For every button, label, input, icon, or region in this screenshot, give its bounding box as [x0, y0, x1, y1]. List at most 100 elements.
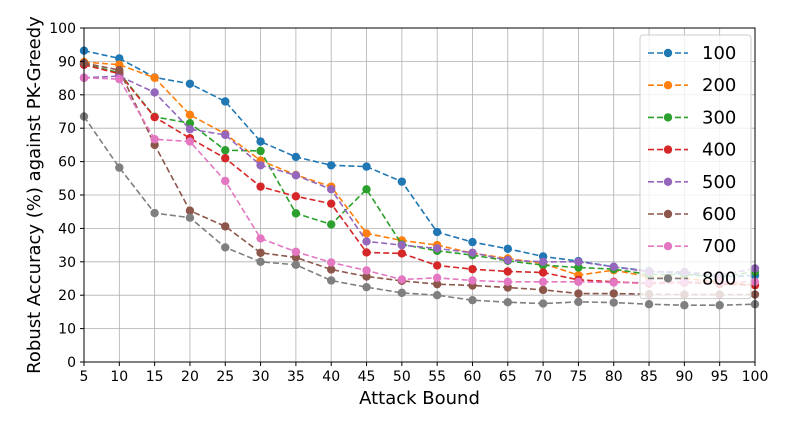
legend-item-600: 600	[648, 204, 736, 225]
data-point	[432, 261, 442, 270]
data-point	[256, 146, 265, 156]
data-point	[362, 272, 371, 281]
legend-item-700: 700	[648, 236, 736, 257]
data-point	[432, 279, 442, 289]
x-tick-label: 40	[322, 369, 340, 385]
data-point	[362, 162, 371, 171]
x-tick-label: 90	[675, 369, 693, 385]
data-point	[327, 276, 336, 285]
legend-marker	[663, 48, 673, 58]
y-tick-label: 0	[67, 355, 76, 371]
data-point	[468, 248, 477, 257]
x-tick-label: 95	[711, 369, 729, 385]
data-point	[644, 300, 654, 309]
data-point	[503, 267, 512, 276]
data-point	[185, 206, 195, 215]
x-tick-label: 85	[640, 369, 658, 385]
legend-item-100: 100	[648, 43, 736, 64]
legend-item-800: 800	[648, 268, 736, 289]
legend-marker	[663, 113, 673, 122]
data-point	[185, 213, 195, 222]
data-point	[680, 301, 689, 310]
legend-marker	[663, 81, 673, 90]
x-tick-label: 65	[499, 369, 517, 385]
data-point	[256, 182, 265, 191]
data-point	[327, 220, 336, 229]
data-point	[432, 273, 442, 283]
data-point	[256, 248, 265, 257]
y-tick-label: 40	[58, 221, 76, 237]
data-point	[221, 176, 230, 186]
legend-marker	[663, 145, 673, 154]
data-point	[574, 297, 583, 307]
legend-item-200: 200	[648, 75, 736, 96]
data-point	[362, 266, 371, 275]
y-tick-label: 80	[58, 88, 76, 104]
legend-label: 500	[702, 172, 736, 193]
data-point	[327, 265, 336, 274]
legend-label: 100	[702, 43, 736, 64]
data-point	[609, 289, 618, 298]
data-point	[362, 185, 371, 194]
data-point	[327, 199, 336, 208]
legend-item-500: 500	[648, 172, 736, 193]
data-point	[185, 79, 195, 88]
data-point	[256, 234, 265, 243]
legend-box	[639, 34, 752, 300]
data-point	[185, 118, 195, 128]
data-point	[538, 299, 548, 308]
series-lines	[79, 46, 760, 310]
data-point	[291, 247, 301, 256]
legend-label: 200	[702, 75, 736, 96]
data-point	[397, 177, 407, 186]
data-point	[185, 110, 195, 120]
y-tick-label: 20	[58, 288, 76, 304]
data-point	[150, 135, 159, 144]
legend-item-300: 300	[648, 107, 736, 128]
data-point	[185, 137, 195, 146]
data-point	[362, 248, 371, 257]
x-tick-label: 50	[393, 369, 411, 385]
x-tick-label: 100	[742, 369, 769, 385]
data-point	[150, 208, 159, 218]
x-tick-label: 35	[287, 369, 305, 385]
data-point	[291, 171, 301, 180]
x-tick-label: 55	[428, 369, 446, 385]
x-tick-label: 10	[110, 369, 128, 385]
y-tick-label: 50	[58, 188, 76, 204]
x-tick-label: 20	[181, 369, 199, 385]
data-point	[574, 277, 583, 287]
legend-label: 400	[702, 140, 736, 161]
data-point	[503, 298, 512, 307]
y-tick-label: 100	[49, 21, 76, 37]
data-point	[362, 282, 371, 292]
data-point	[115, 163, 124, 172]
data-point	[115, 54, 124, 63]
data-point	[291, 192, 301, 201]
legend-label: 600	[702, 204, 736, 225]
data-point	[291, 260, 301, 270]
data-point	[221, 97, 230, 106]
data-point	[256, 137, 265, 146]
data-point	[256, 257, 265, 266]
data-point	[115, 65, 124, 75]
data-point	[574, 257, 583, 266]
y-axis-title: Robust Accuracy (%) against PK-Greedy	[24, 16, 45, 374]
data-point	[291, 209, 301, 218]
x-tick-label: 45	[358, 369, 376, 385]
data-point	[468, 276, 477, 285]
x-tick-label: 30	[252, 369, 270, 385]
data-point	[327, 185, 336, 194]
data-point	[221, 146, 230, 155]
data-point	[150, 88, 159, 97]
data-point	[503, 277, 512, 287]
data-point	[397, 288, 407, 298]
data-point	[432, 244, 442, 253]
data-point	[150, 73, 159, 82]
legend-label: 800	[702, 268, 736, 289]
y-tick-label: 30	[58, 255, 76, 271]
data-point	[221, 243, 230, 252]
data-point	[397, 240, 407, 250]
data-point	[609, 262, 618, 272]
series-line	[83, 116, 756, 307]
